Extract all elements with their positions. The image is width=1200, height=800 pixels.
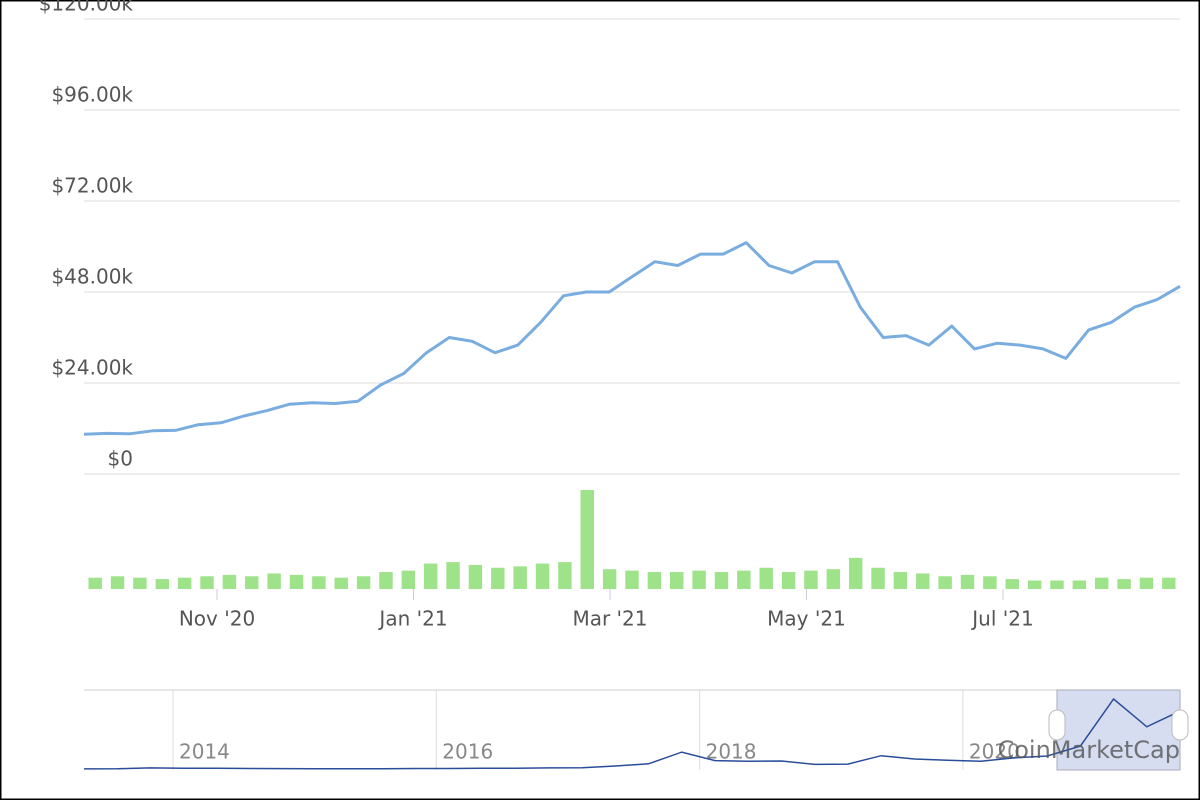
volume-bar <box>1005 579 1019 589</box>
volume-bar <box>916 573 930 589</box>
volume-bar <box>446 562 460 589</box>
volume-bar <box>267 573 281 589</box>
volume-bar <box>983 576 997 589</box>
volume-bar <box>334 577 348 589</box>
x-tick-label: Mar '21 <box>572 607 647 631</box>
volume-bar <box>312 576 326 589</box>
volume-bar <box>177 577 192 589</box>
x-tick-label: Jul '21 <box>970 607 1033 631</box>
navigator-tick-label: 2018 <box>706 740 757 764</box>
volume-bar <box>1072 580 1087 589</box>
volume-bar <box>222 574 237 589</box>
volume-bar <box>356 576 371 589</box>
x-tick-label: Nov '20 <box>179 607 255 631</box>
volume-bar <box>379 572 393 589</box>
x-tick-label: May '21 <box>767 607 846 631</box>
volume-bar <box>647 572 662 589</box>
navigator-handle[interactable] <box>1048 709 1066 741</box>
volume-bar <box>491 567 505 589</box>
y-tick-label: $48.00k <box>51 265 133 289</box>
navigator-line <box>83 697 1181 770</box>
volume-bar <box>580 490 594 589</box>
volume-bar <box>133 577 147 589</box>
volume-bar <box>1050 580 1064 589</box>
volume-bar <box>200 576 214 589</box>
y-tick-label: $0 <box>108 447 133 471</box>
y-tick-label: $24.00k <box>51 356 133 380</box>
volume-bar <box>1027 580 1042 589</box>
volume-bar <box>1139 577 1154 589</box>
volume-bar <box>670 572 684 589</box>
y-tick-label: $96.00k <box>51 83 133 107</box>
volume-bar <box>692 570 706 589</box>
volume-bar <box>1095 577 1109 589</box>
volume-bar <box>826 569 841 589</box>
volume-bar <box>960 574 975 589</box>
volume-bar <box>737 570 751 589</box>
volume-bar <box>289 574 304 589</box>
navigator-tick-label: 2014 <box>179 740 230 764</box>
y-tick-label: $120.00k <box>39 0 134 16</box>
y-tick-label: $72.00k <box>51 174 133 198</box>
volume-bar <box>602 569 617 589</box>
volume-bar <box>535 563 550 589</box>
volume-bar <box>558 562 572 589</box>
volume-bar <box>938 576 952 589</box>
watermark: CoinMarketCap <box>997 736 1180 764</box>
volume-bar <box>468 564 483 589</box>
x-tick-label: Jan '21 <box>377 607 447 631</box>
volume-bar <box>759 567 773 589</box>
volume-bar <box>155 579 169 589</box>
navigator-handle[interactable] <box>1171 709 1189 741</box>
volume-bar <box>804 570 818 589</box>
volume-bar <box>848 557 863 589</box>
volume-bar <box>714 572 729 589</box>
volume-bar <box>893 572 908 589</box>
volume-bar <box>781 572 796 589</box>
volume-bar <box>1117 579 1131 589</box>
navigator-tick-label: 2016 <box>442 740 493 764</box>
volume-bar <box>513 566 527 589</box>
volume-bar <box>871 567 885 589</box>
volume-bar <box>625 570 639 589</box>
volume-bar <box>423 563 438 589</box>
volume-bar <box>110 576 125 589</box>
price-line <box>83 241 1181 436</box>
volume-bar <box>88 577 102 589</box>
volume-bar <box>1162 577 1176 589</box>
volume-bar <box>245 576 259 589</box>
volume-bar <box>401 570 416 589</box>
